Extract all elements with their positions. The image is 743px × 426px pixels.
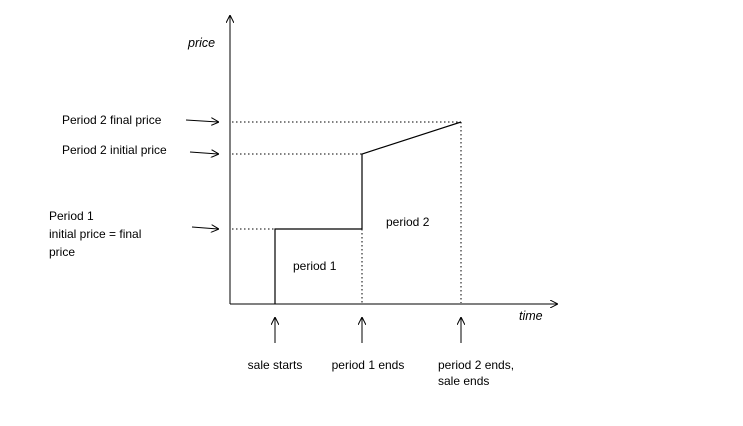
label-period2-ends-line1: period 2 ends, [438,358,514,372]
label-period2-initial: Period 2 initial price [62,143,167,157]
region-label-period2: period 2 [386,215,430,229]
label-period1-ends: period 1 ends [332,358,405,372]
arrow-period1-price [191,227,218,229]
label-period2-final: Period 2 final price [62,113,162,127]
label-period1-line3: price [49,245,75,259]
arrow-period2-final [185,120,218,122]
label-period2-ends-line2: sale ends [438,374,489,388]
region-label-period1: period 1 [293,259,337,273]
label-period1-line2: initial price = final [49,227,141,241]
label-sale-starts: sale starts [248,358,303,372]
label-period1-line1: Period 1 [49,209,94,223]
arrow-period2-initial [189,152,218,154]
price-path [274,121,462,304]
x-axis-label: time [519,309,543,323]
y-axis-label: price [187,36,215,50]
